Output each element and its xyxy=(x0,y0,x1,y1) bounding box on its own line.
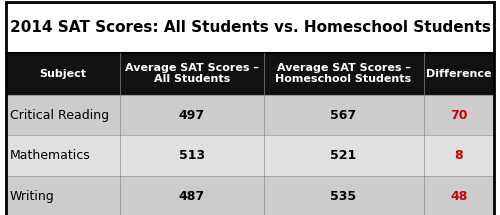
Text: 497: 497 xyxy=(178,109,205,121)
Text: 8: 8 xyxy=(454,149,463,162)
Text: Difference: Difference xyxy=(426,69,492,79)
Text: Critical Reading: Critical Reading xyxy=(10,109,109,121)
Text: 2014 SAT Scores: All Students vs. Homeschool Students: 2014 SAT Scores: All Students vs. Homesc… xyxy=(10,20,490,35)
Text: Average SAT Scores –
Homeschool Students: Average SAT Scores – Homeschool Students xyxy=(276,63,411,84)
Bar xyxy=(120,53,264,95)
Text: 521: 521 xyxy=(330,149,356,162)
Bar xyxy=(6,135,120,176)
Bar xyxy=(424,176,494,215)
Bar xyxy=(6,176,120,215)
Text: Mathematics: Mathematics xyxy=(10,149,91,162)
Bar xyxy=(120,135,264,176)
Text: 535: 535 xyxy=(330,190,356,203)
Bar xyxy=(424,95,494,135)
Text: 513: 513 xyxy=(178,149,205,162)
Bar xyxy=(264,95,424,135)
Text: 487: 487 xyxy=(178,190,205,203)
Text: Average SAT Scores –
All Students: Average SAT Scores – All Students xyxy=(124,63,258,84)
Bar xyxy=(264,176,424,215)
Bar xyxy=(264,135,424,176)
Bar xyxy=(120,95,264,135)
Text: 567: 567 xyxy=(330,109,356,121)
Bar xyxy=(424,53,494,95)
Bar xyxy=(6,95,120,135)
Text: 70: 70 xyxy=(450,109,468,121)
Text: Subject: Subject xyxy=(40,69,86,79)
Bar xyxy=(6,53,120,95)
Text: Writing: Writing xyxy=(10,190,55,203)
Bar xyxy=(264,53,424,95)
Bar xyxy=(424,135,494,176)
Bar xyxy=(6,2,494,53)
Bar xyxy=(120,176,264,215)
Text: 48: 48 xyxy=(450,190,468,203)
